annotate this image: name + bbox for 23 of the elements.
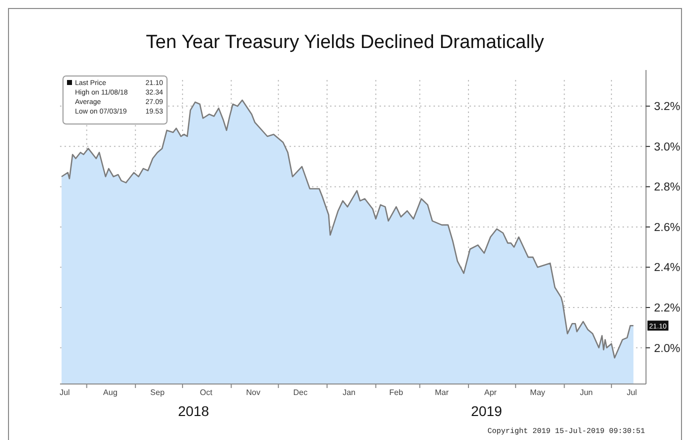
x-tick-label: Jul [60,388,70,397]
x-tick-label: Feb [389,388,404,397]
y-tick-label: 2.0% [654,342,680,355]
x-tick-label: Jul [626,388,638,397]
chart-title: Ten Year Treasury Yields Declined Dramatically [146,32,545,53]
y-tick-label: 3.0% [654,141,680,154]
x-tick-label: Apr [484,388,498,397]
x-tick-label: May [530,388,546,397]
x-tick-label: Jun [580,388,593,397]
y-tick-label: 2.4% [654,262,680,274]
x-tick-label: Aug [103,388,118,397]
x-tick-label: Dec [293,388,308,397]
x-tick-label: Nov [246,388,260,397]
x-tick-label: Mar [434,388,449,397]
y-tick-label: 2.6% [654,222,680,234]
text: 2019 [470,403,502,419]
x-tick-label: Jan [342,388,356,397]
y-tick-label: 3.2% [654,101,680,114]
x-tick-label: Sep [150,388,166,397]
y-tick-label: 2.8% [654,182,680,194]
x-tick-label: Oct [200,388,214,397]
y-tick-label: 2.2% [654,302,680,314]
text: 2018 [178,403,210,419]
